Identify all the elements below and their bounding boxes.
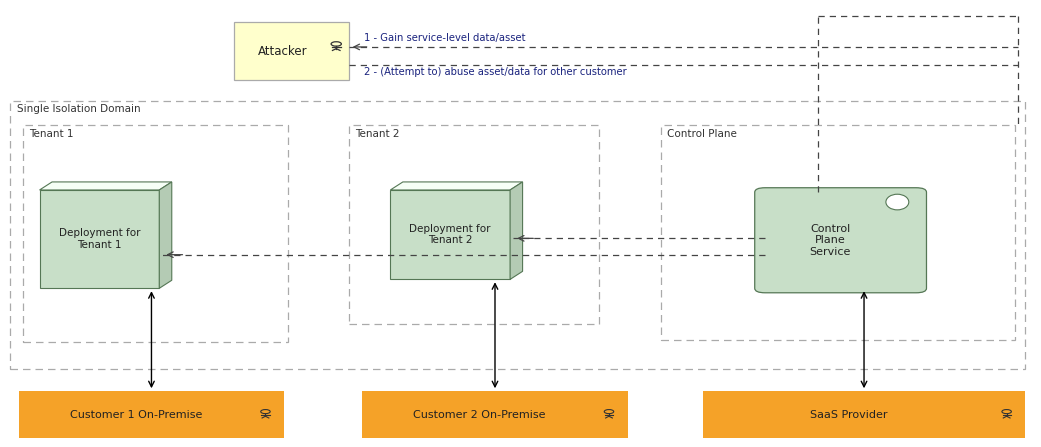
Text: 1 - Gain service-level data/asset: 1 - Gain service-level data/asset: [364, 34, 526, 43]
Text: SaaS Provider: SaaS Provider: [810, 409, 887, 420]
Polygon shape: [510, 182, 523, 279]
Bar: [362, 391, 628, 438]
Text: Attacker: Attacker: [257, 45, 307, 58]
Text: Control
Plane
Service: Control Plane Service: [810, 224, 850, 257]
Polygon shape: [390, 190, 510, 279]
Bar: [23, 125, 288, 342]
Polygon shape: [40, 190, 159, 288]
Bar: [661, 125, 1015, 340]
FancyBboxPatch shape: [755, 188, 926, 293]
Text: Tenant 1: Tenant 1: [29, 129, 74, 139]
Text: 2 - (Attempt to) abuse asset/data for other customer: 2 - (Attempt to) abuse asset/data for ot…: [364, 67, 627, 77]
Bar: [19, 391, 284, 438]
Text: Customer 2 On-Premise: Customer 2 On-Premise: [413, 409, 545, 420]
Polygon shape: [159, 182, 172, 288]
Text: Single Isolation Domain: Single Isolation Domain: [17, 104, 141, 114]
Text: Tenant 2: Tenant 2: [355, 129, 400, 139]
Text: Deployment for
Tenant 1: Deployment for Tenant 1: [58, 228, 141, 250]
Text: Deployment for
Tenant 2: Deployment for Tenant 2: [409, 224, 491, 245]
FancyBboxPatch shape: [234, 22, 349, 80]
Text: Customer 1 On-Premise: Customer 1 On-Premise: [70, 409, 202, 420]
Ellipse shape: [886, 194, 909, 210]
Bar: [10, 101, 1025, 369]
Text: Control Plane: Control Plane: [667, 129, 737, 139]
Polygon shape: [40, 182, 172, 190]
Bar: [349, 125, 599, 324]
Polygon shape: [390, 182, 523, 190]
Bar: [703, 391, 1025, 438]
